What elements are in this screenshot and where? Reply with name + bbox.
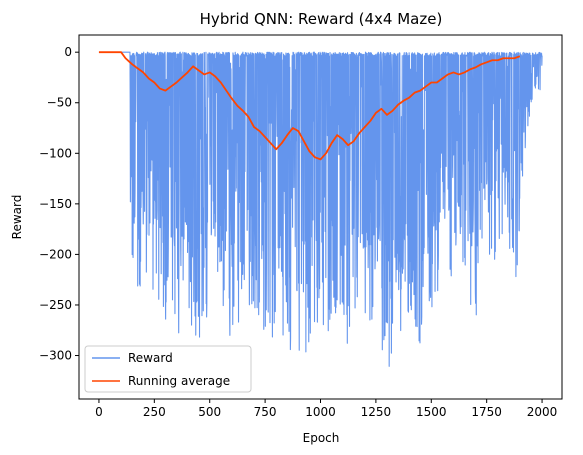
x-tick-label: 250 [143,405,166,419]
y-axis-label: Reward [10,195,24,240]
x-tick-label: 0 [95,405,103,419]
legend-label-reward: Reward [128,351,173,365]
y-tick-label: −150 [39,197,72,211]
running-average-series [98,51,521,161]
y-tick-label: −250 [39,298,72,312]
x-axis-ticks: 0 250 500 750 1000 1250 1500 1750 2000 [95,399,557,419]
x-axis-label: Epoch [303,431,340,445]
x-tick-label: 1250 [361,405,392,419]
x-tick-label: 500 [198,405,221,419]
x-tick-label: 1750 [471,405,502,419]
y-tick-label: −300 [39,349,72,363]
legend: Reward Running average [84,345,252,393]
running-average-line [98,51,521,161]
chart-title: Hybrid QNN: Reward (4x4 Maze) [200,10,443,28]
y-axis-ticks: 0 −50 −100 −150 −200 −250 −300 [39,45,79,363]
x-tick-label: 2000 [527,405,558,419]
x-tick-label: 750 [254,405,277,419]
x-tick-label: 1000 [305,405,336,419]
y-tick-label: −50 [47,96,72,110]
y-tick-label: −200 [39,247,72,261]
reward-line [98,51,543,367]
y-tick-label: −100 [39,146,72,160]
legend-box [84,345,252,393]
legend-label-running-average: Running average [128,374,230,388]
reward-series [98,51,543,367]
x-tick-label: 1500 [416,405,447,419]
y-tick-label: 0 [64,45,72,59]
